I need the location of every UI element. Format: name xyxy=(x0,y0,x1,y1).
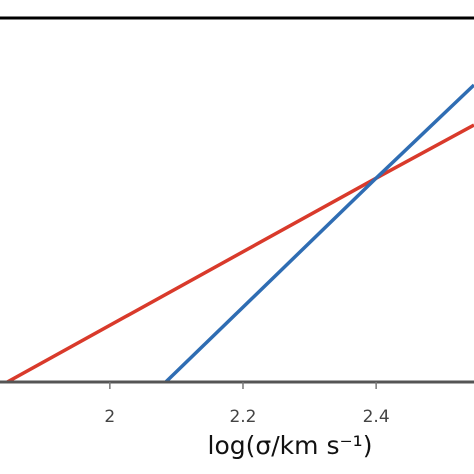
x-tick-label: 2 xyxy=(104,407,115,427)
line xyxy=(6,123,474,384)
x-axis-label: log(σ/km s⁻¹) xyxy=(208,431,373,460)
plot-area xyxy=(6,83,474,384)
line xyxy=(164,83,474,384)
x-tick-label: 2.4 xyxy=(363,407,390,427)
x-tick-label: 2.2 xyxy=(229,407,256,427)
